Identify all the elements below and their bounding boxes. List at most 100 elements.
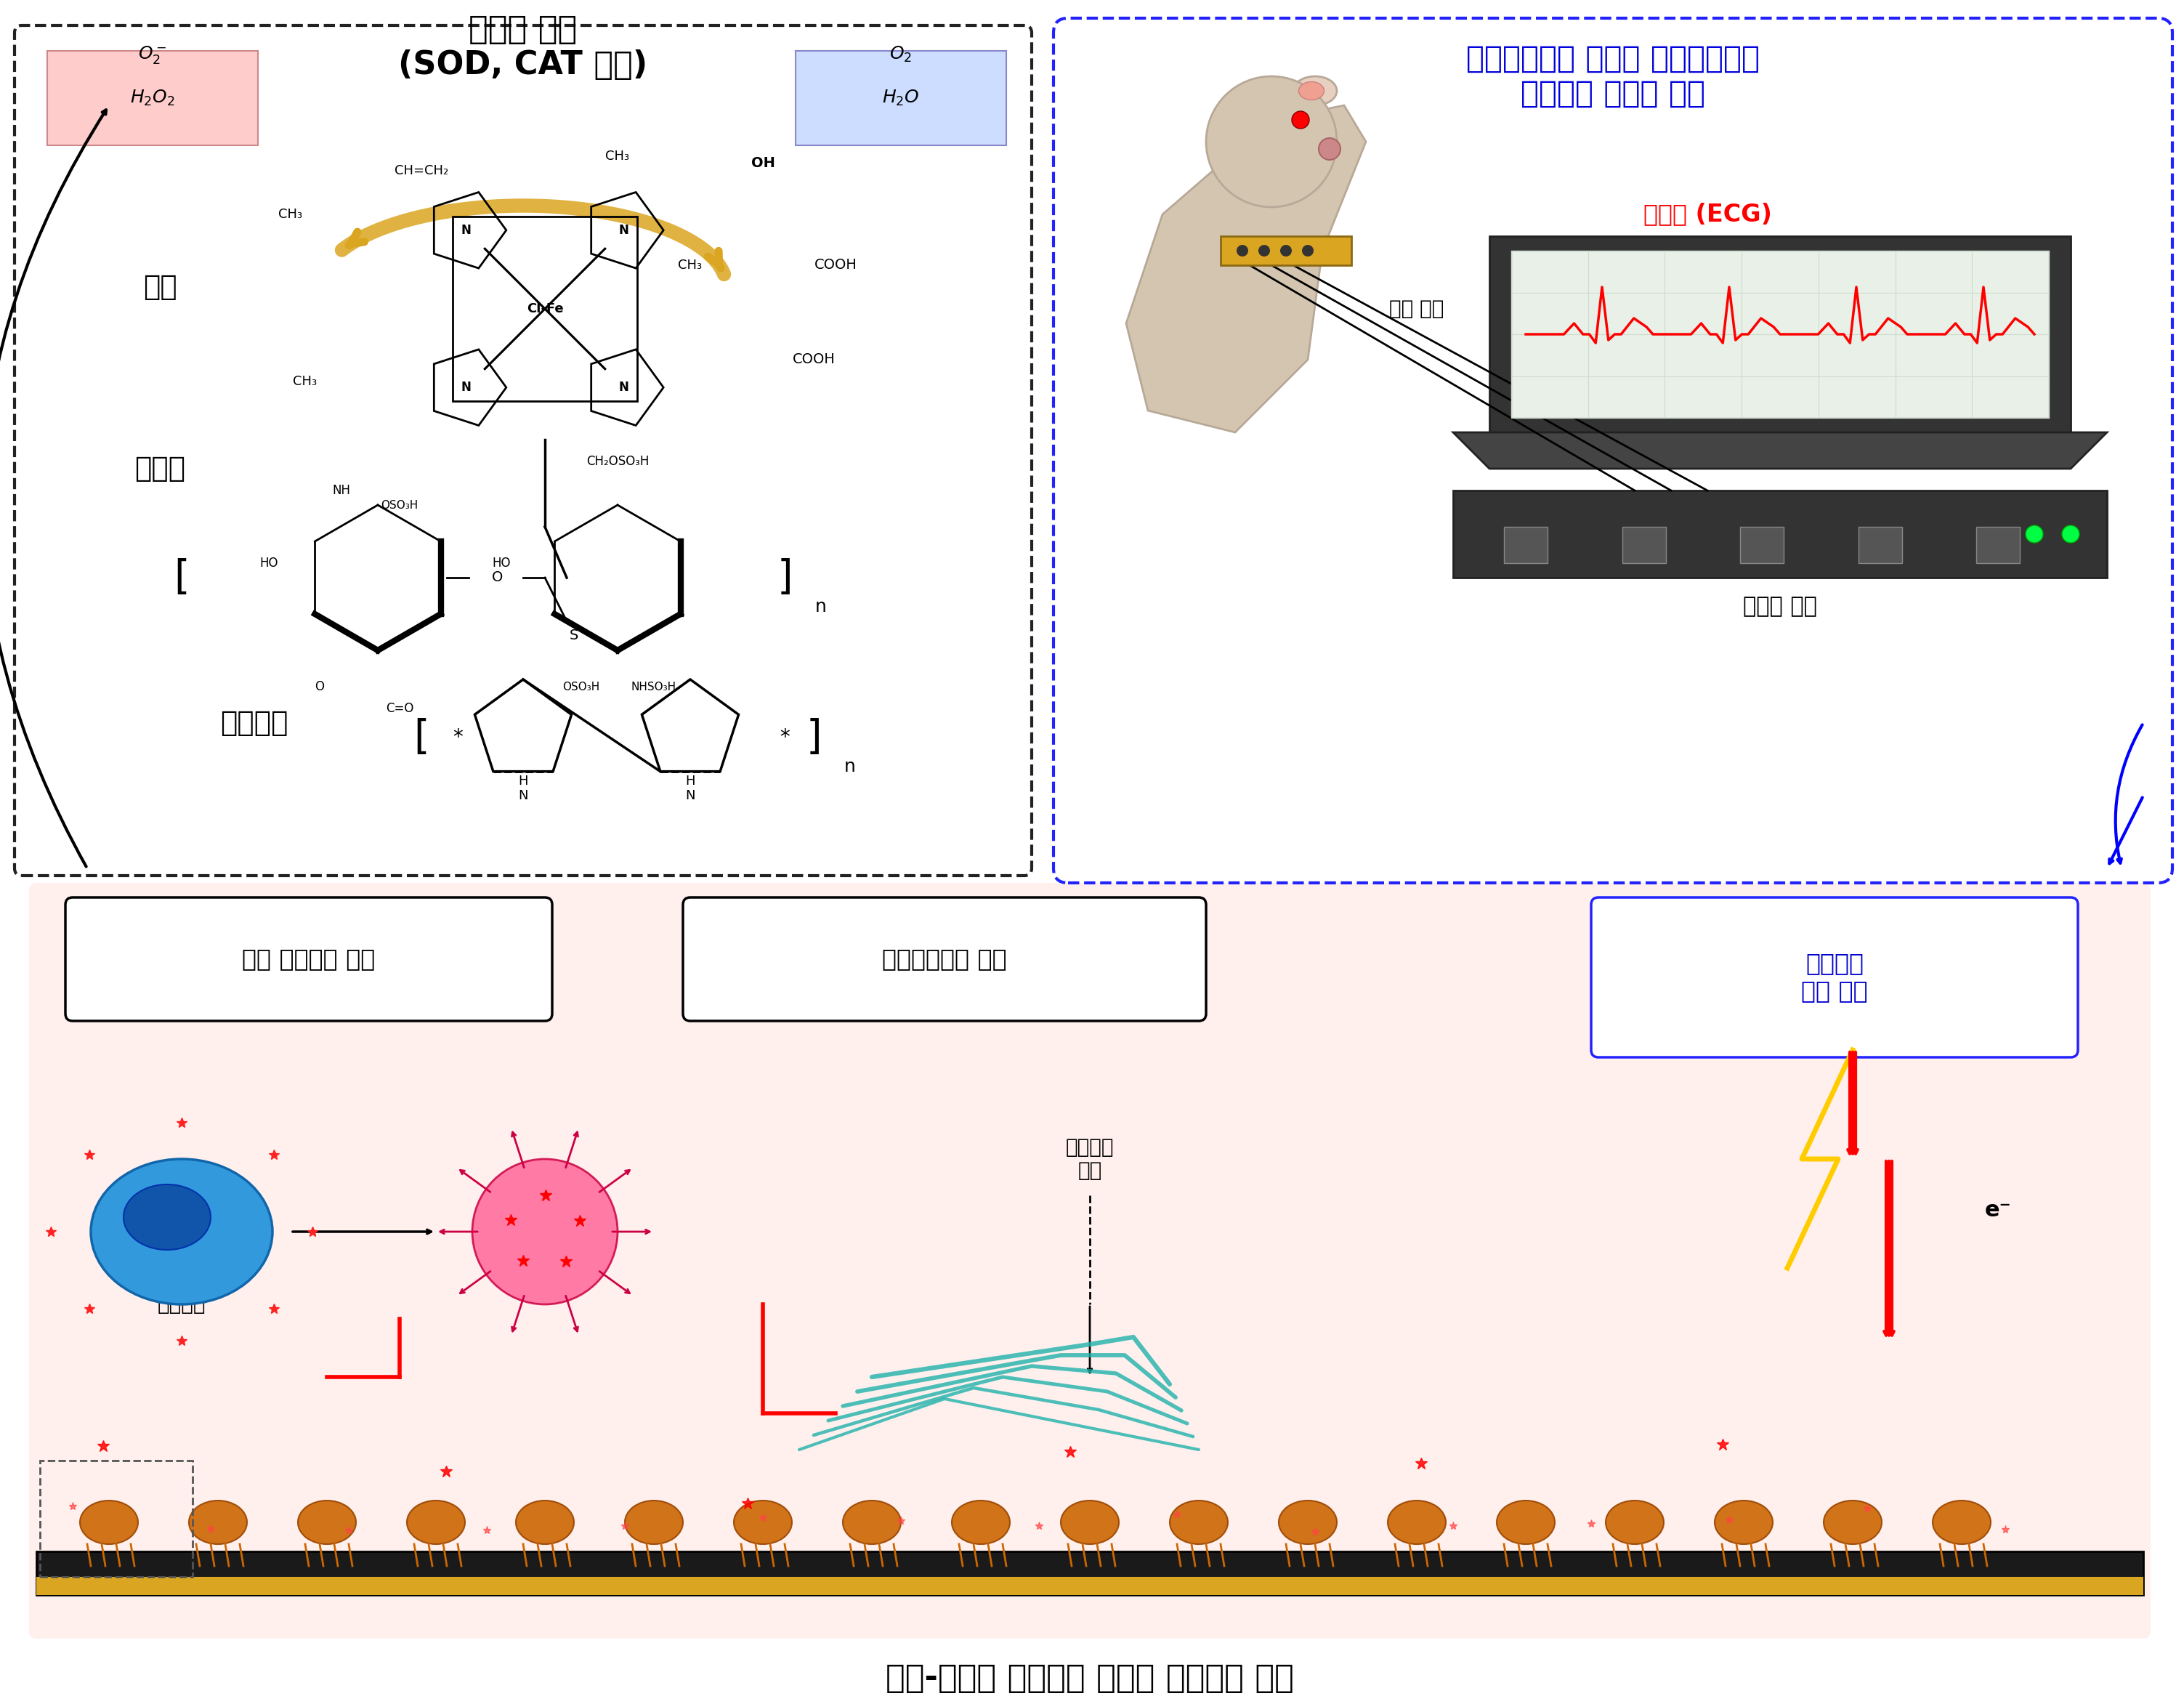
Polygon shape (1489, 237, 2070, 433)
FancyBboxPatch shape (28, 883, 2151, 1639)
Text: CH₃: CH₃ (293, 375, 317, 389)
Text: O: O (314, 680, 325, 694)
Text: n: n (845, 758, 856, 775)
Text: H
N: H N (518, 774, 529, 803)
Bar (37, 1551, 2143, 1595)
FancyBboxPatch shape (48, 51, 258, 145)
Ellipse shape (124, 1184, 210, 1249)
Text: N: N (461, 223, 472, 237)
Circle shape (2062, 525, 2079, 544)
Ellipse shape (1293, 77, 1337, 106)
Text: 신호 기록: 신호 기록 (1389, 298, 1444, 319)
Text: N: N (461, 382, 472, 394)
Text: 대식세포: 대식세포 (157, 1293, 205, 1314)
Text: 데이터 수집: 데이터 수집 (1743, 596, 1817, 617)
Bar (1859, 527, 1902, 562)
Text: NHSO₃H: NHSO₃H (631, 682, 677, 692)
Ellipse shape (406, 1501, 465, 1544)
Text: Cl-Fe: Cl-Fe (526, 302, 563, 315)
Text: CH₂OSO₃H: CH₂OSO₃H (585, 455, 649, 469)
Ellipse shape (1714, 1501, 1773, 1544)
Text: 폴리피롤: 폴리피롤 (221, 709, 288, 736)
Circle shape (2025, 525, 2042, 544)
Text: O: O (491, 571, 502, 584)
Ellipse shape (952, 1501, 1009, 1544)
Bar (1221, 237, 1352, 266)
Bar (1623, 527, 1666, 562)
FancyBboxPatch shape (795, 51, 1007, 145)
Text: e⁻: e⁻ (1985, 1200, 2011, 1220)
Text: S: S (570, 629, 579, 642)
Text: HO: HO (491, 557, 511, 569)
Text: N: N (618, 223, 629, 237)
Text: 심전도 (ECG): 심전도 (ECG) (1642, 203, 1771, 227)
Text: 항산화 활성
(SOD, CAT 기작): 항산화 활성 (SOD, CAT 기작) (397, 14, 649, 82)
Text: OSO₃H: OSO₃H (563, 682, 601, 692)
Ellipse shape (843, 1501, 902, 1544)
Ellipse shape (1824, 1501, 1883, 1544)
Bar (37, 1576, 2143, 1595)
Text: NH: NH (332, 484, 352, 498)
Text: N: N (618, 382, 629, 394)
Text: ]: ] (778, 559, 793, 598)
Ellipse shape (1061, 1501, 1118, 1544)
Bar (1977, 527, 2020, 562)
Text: $H_2O_2$: $H_2O_2$ (131, 89, 175, 107)
Circle shape (1302, 245, 1313, 257)
Ellipse shape (1496, 1501, 1555, 1544)
Ellipse shape (1387, 1501, 1446, 1544)
Text: H
N: H N (686, 774, 695, 803)
Text: 헤민-헤파린 접합체가 도입된 폴리피롤 전극: 헤민-헤파린 접합체가 도입된 폴리피롤 전극 (887, 1663, 1293, 1694)
Text: 효과적인
신호 전달: 효과적인 신호 전달 (1802, 951, 1867, 1004)
Text: CH=CH₂: CH=CH₂ (395, 164, 448, 177)
Text: 생체전기신호 기록용 전극으로서의
안정적인 장기적 성능: 생체전기신호 기록용 전극으로서의 안정적인 장기적 성능 (1465, 43, 1760, 109)
Text: OH: OH (751, 157, 775, 170)
Ellipse shape (515, 1501, 574, 1544)
Circle shape (1291, 111, 1308, 128)
Circle shape (1206, 77, 1337, 208)
Text: *: * (780, 728, 791, 748)
Text: n: n (815, 598, 828, 615)
Polygon shape (1452, 433, 2108, 469)
Ellipse shape (472, 1159, 618, 1304)
FancyBboxPatch shape (66, 898, 553, 1021)
Text: $O_2^-$: $O_2^-$ (138, 44, 166, 65)
Text: 이물면역반응 완화: 이물면역반응 완화 (882, 947, 1007, 971)
Text: OSO₃H: OSO₃H (380, 499, 417, 511)
Ellipse shape (1933, 1501, 1992, 1544)
Bar (1505, 527, 1548, 562)
FancyBboxPatch shape (1053, 19, 2173, 883)
Ellipse shape (1299, 82, 1324, 101)
Text: HO: HO (260, 557, 277, 569)
Ellipse shape (1171, 1501, 1227, 1544)
FancyBboxPatch shape (1592, 898, 2077, 1056)
Ellipse shape (1605, 1501, 1664, 1544)
Text: COOH: COOH (815, 259, 856, 273)
Text: $H_2O$: $H_2O$ (882, 89, 919, 107)
Circle shape (1258, 245, 1271, 257)
Ellipse shape (734, 1501, 793, 1544)
Text: 헤민: 헤민 (142, 273, 177, 302)
Ellipse shape (625, 1501, 684, 1544)
Text: *: * (452, 728, 463, 748)
Circle shape (1280, 245, 1291, 257)
Ellipse shape (1278, 1501, 1337, 1544)
Text: 산화 스트레스 감소: 산화 스트레스 감소 (242, 947, 376, 971)
Ellipse shape (188, 1501, 247, 1544)
Text: CH₃: CH₃ (679, 259, 703, 271)
Ellipse shape (92, 1159, 273, 1304)
Text: CH₃: CH₃ (605, 150, 629, 164)
Text: CH₃: CH₃ (280, 208, 304, 222)
Circle shape (1236, 245, 1249, 257)
FancyBboxPatch shape (15, 26, 1031, 876)
Text: 헤파린: 헤파린 (135, 455, 186, 482)
Ellipse shape (81, 1501, 138, 1544)
Text: $O_2$: $O_2$ (889, 44, 913, 65)
Bar (1741, 527, 1784, 562)
FancyBboxPatch shape (684, 898, 1206, 1021)
Text: C=O: C=O (387, 702, 413, 716)
Circle shape (1319, 138, 1341, 160)
Text: 상처조직
형성: 상처조직 형성 (1066, 1137, 1114, 1181)
Text: COOH: COOH (793, 353, 834, 366)
Text: [: [ (175, 559, 190, 598)
